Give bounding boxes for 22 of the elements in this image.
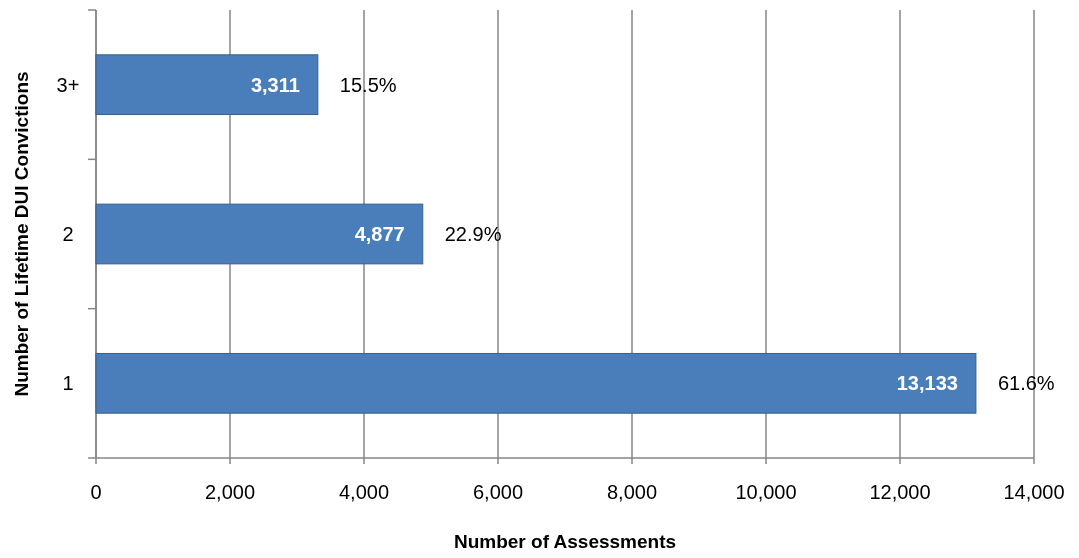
bar (95, 203, 424, 265)
data-label: 3,311 (250, 73, 300, 96)
x-axis-title: Number of Assessments (453, 531, 677, 552)
y-axis-title: Number of Lifetime DUI Convictions (11, 71, 32, 397)
x-tick-label: 10,000 (735, 481, 797, 503)
x-tick-label: 2,000 (204, 481, 256, 503)
annotation: 61.6% (997, 372, 1055, 395)
x-tick-label: 12,000 (869, 481, 931, 503)
y-tick-label: 1 (62, 372, 74, 395)
bar (95, 54, 319, 116)
annotation: 22.9% (444, 223, 502, 245)
x-tick-label: 8,000 (606, 481, 658, 503)
x-tick-label: 4,000 (338, 481, 390, 503)
y-tick-label: 2 (62, 223, 74, 245)
bar (95, 352, 977, 414)
data-label: 4,877 (354, 223, 405, 245)
annotation: 15.5% (339, 73, 397, 96)
x-tick-label: 0 (90, 481, 102, 503)
x-tick-label: 6,000 (472, 481, 524, 503)
x-tick-label: 14,000 (1003, 481, 1065, 503)
data-label: 13,133 (896, 372, 958, 395)
y-tick-label: 3+ (56, 73, 80, 96)
